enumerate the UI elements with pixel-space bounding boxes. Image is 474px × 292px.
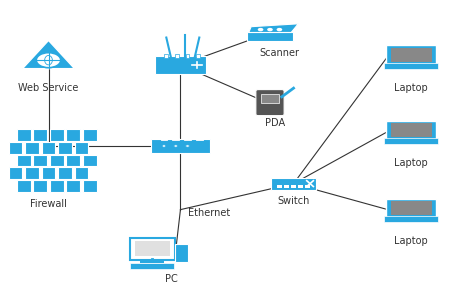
FancyBboxPatch shape (391, 48, 432, 62)
Polygon shape (249, 24, 298, 32)
FancyBboxPatch shape (386, 199, 437, 218)
Text: Laptop: Laptop (394, 158, 428, 168)
Bar (140, 260, 164, 263)
FancyBboxPatch shape (66, 155, 80, 166)
FancyBboxPatch shape (50, 180, 64, 192)
FancyBboxPatch shape (42, 142, 55, 154)
FancyBboxPatch shape (50, 129, 64, 141)
FancyBboxPatch shape (83, 129, 97, 141)
Text: PC: PC (164, 274, 177, 284)
FancyBboxPatch shape (151, 139, 210, 153)
FancyBboxPatch shape (129, 238, 175, 260)
FancyBboxPatch shape (135, 241, 170, 256)
FancyBboxPatch shape (155, 56, 206, 74)
Bar (197, 54, 200, 58)
FancyBboxPatch shape (271, 178, 316, 190)
Circle shape (277, 28, 282, 31)
Bar (277, 185, 282, 187)
FancyBboxPatch shape (34, 180, 47, 192)
FancyBboxPatch shape (58, 142, 72, 154)
FancyBboxPatch shape (9, 167, 22, 179)
Text: Ethernet: Ethernet (188, 208, 230, 218)
Bar (175, 54, 179, 58)
FancyBboxPatch shape (386, 45, 437, 65)
Text: Scanner: Scanner (259, 48, 300, 58)
Bar (291, 185, 296, 187)
FancyBboxPatch shape (17, 180, 31, 192)
Text: Laptop: Laptop (394, 237, 428, 246)
FancyBboxPatch shape (34, 155, 47, 166)
FancyBboxPatch shape (9, 142, 22, 154)
FancyBboxPatch shape (384, 138, 438, 144)
Text: Web Service: Web Service (18, 83, 79, 93)
FancyBboxPatch shape (83, 155, 97, 166)
Text: Laptop: Laptop (394, 83, 428, 93)
FancyBboxPatch shape (261, 94, 279, 102)
FancyBboxPatch shape (75, 142, 88, 154)
Bar (298, 185, 303, 187)
FancyBboxPatch shape (58, 167, 72, 179)
FancyBboxPatch shape (391, 123, 432, 137)
Bar (164, 54, 168, 58)
FancyBboxPatch shape (256, 90, 284, 116)
FancyBboxPatch shape (34, 129, 47, 141)
Polygon shape (22, 40, 74, 69)
FancyBboxPatch shape (50, 155, 64, 166)
Circle shape (162, 145, 166, 147)
Circle shape (258, 28, 264, 31)
FancyBboxPatch shape (386, 121, 437, 140)
Circle shape (267, 28, 273, 31)
FancyBboxPatch shape (384, 63, 438, 69)
Text: Switch: Switch (277, 196, 310, 206)
FancyBboxPatch shape (25, 167, 39, 179)
FancyBboxPatch shape (66, 180, 80, 192)
FancyBboxPatch shape (42, 167, 55, 179)
FancyBboxPatch shape (25, 142, 39, 154)
FancyBboxPatch shape (247, 32, 292, 41)
Bar (305, 185, 310, 187)
FancyBboxPatch shape (75, 167, 88, 179)
Text: PDA: PDA (264, 118, 285, 128)
FancyBboxPatch shape (66, 129, 80, 141)
FancyBboxPatch shape (130, 263, 174, 269)
Bar (186, 54, 190, 58)
FancyBboxPatch shape (17, 155, 31, 166)
FancyBboxPatch shape (17, 129, 31, 141)
FancyBboxPatch shape (391, 201, 432, 215)
Bar (284, 185, 289, 187)
FancyBboxPatch shape (175, 244, 189, 262)
FancyBboxPatch shape (83, 180, 97, 192)
Text: Firewall: Firewall (30, 199, 67, 209)
Circle shape (36, 53, 61, 68)
FancyBboxPatch shape (384, 216, 438, 222)
Circle shape (174, 145, 178, 147)
Circle shape (186, 145, 190, 147)
